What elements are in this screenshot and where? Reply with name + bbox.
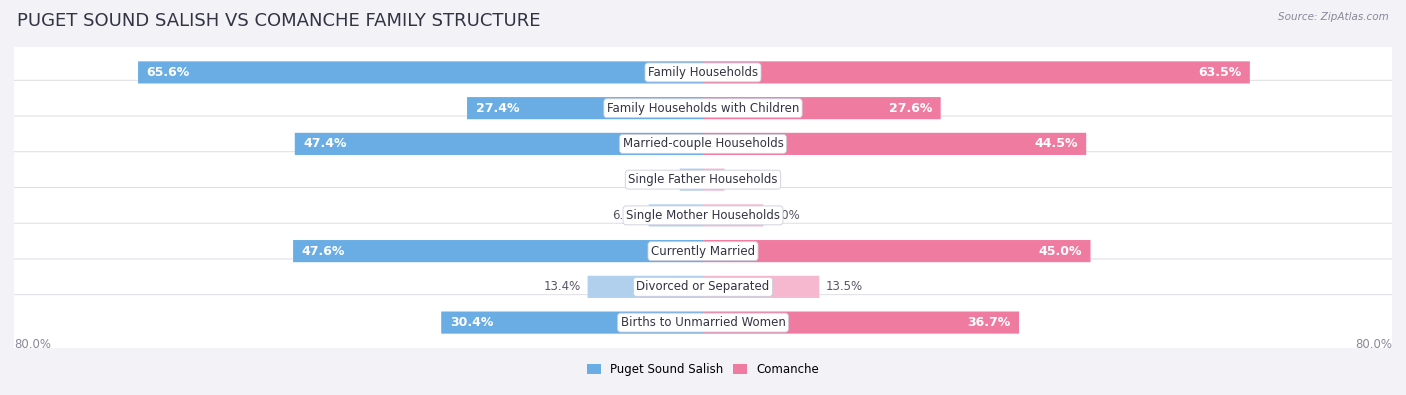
Text: Family Households with Children: Family Households with Children xyxy=(607,102,799,115)
FancyBboxPatch shape xyxy=(7,80,1399,136)
FancyBboxPatch shape xyxy=(703,97,941,119)
FancyBboxPatch shape xyxy=(138,61,703,83)
Text: Births to Unmarried Women: Births to Unmarried Women xyxy=(620,316,786,329)
FancyBboxPatch shape xyxy=(7,259,1399,315)
FancyBboxPatch shape xyxy=(295,133,703,155)
Legend: Puget Sound Salish, Comanche: Puget Sound Salish, Comanche xyxy=(582,358,824,381)
Text: Divorced or Separated: Divorced or Separated xyxy=(637,280,769,293)
Text: Family Households: Family Households xyxy=(648,66,758,79)
Text: Married-couple Households: Married-couple Households xyxy=(623,137,783,150)
FancyBboxPatch shape xyxy=(7,223,1399,279)
FancyBboxPatch shape xyxy=(703,61,1250,83)
FancyBboxPatch shape xyxy=(648,204,703,226)
Text: 30.4%: 30.4% xyxy=(450,316,494,329)
Text: 13.5%: 13.5% xyxy=(827,280,863,293)
Text: Currently Married: Currently Married xyxy=(651,245,755,258)
Text: 63.5%: 63.5% xyxy=(1198,66,1241,79)
FancyBboxPatch shape xyxy=(703,312,1019,334)
FancyBboxPatch shape xyxy=(292,240,703,262)
FancyBboxPatch shape xyxy=(441,312,703,334)
Text: 44.5%: 44.5% xyxy=(1033,137,1077,150)
FancyBboxPatch shape xyxy=(7,188,1399,243)
Text: 80.0%: 80.0% xyxy=(1355,338,1392,351)
Text: 36.7%: 36.7% xyxy=(967,316,1011,329)
FancyBboxPatch shape xyxy=(703,133,1087,155)
Text: 2.7%: 2.7% xyxy=(643,173,673,186)
FancyBboxPatch shape xyxy=(703,276,820,298)
FancyBboxPatch shape xyxy=(7,295,1399,350)
Text: Single Father Households: Single Father Households xyxy=(628,173,778,186)
FancyBboxPatch shape xyxy=(7,152,1399,207)
FancyBboxPatch shape xyxy=(7,45,1399,100)
FancyBboxPatch shape xyxy=(467,97,703,119)
Text: 27.4%: 27.4% xyxy=(475,102,519,115)
FancyBboxPatch shape xyxy=(703,204,763,226)
FancyBboxPatch shape xyxy=(588,276,703,298)
Text: PUGET SOUND SALISH VS COMANCHE FAMILY STRUCTURE: PUGET SOUND SALISH VS COMANCHE FAMILY ST… xyxy=(17,12,540,30)
Text: 7.0%: 7.0% xyxy=(770,209,800,222)
FancyBboxPatch shape xyxy=(679,169,703,191)
Text: Single Mother Households: Single Mother Households xyxy=(626,209,780,222)
FancyBboxPatch shape xyxy=(703,240,1091,262)
Text: 13.4%: 13.4% xyxy=(544,280,581,293)
FancyBboxPatch shape xyxy=(703,169,724,191)
Text: 6.3%: 6.3% xyxy=(612,209,643,222)
Text: 65.6%: 65.6% xyxy=(146,66,190,79)
Text: 47.4%: 47.4% xyxy=(304,137,347,150)
Text: 27.6%: 27.6% xyxy=(889,102,932,115)
Text: Source: ZipAtlas.com: Source: ZipAtlas.com xyxy=(1278,12,1389,22)
Text: 2.5%: 2.5% xyxy=(731,173,761,186)
Text: 47.6%: 47.6% xyxy=(302,245,344,258)
Text: 80.0%: 80.0% xyxy=(14,338,51,351)
FancyBboxPatch shape xyxy=(7,116,1399,172)
Text: 45.0%: 45.0% xyxy=(1039,245,1083,258)
